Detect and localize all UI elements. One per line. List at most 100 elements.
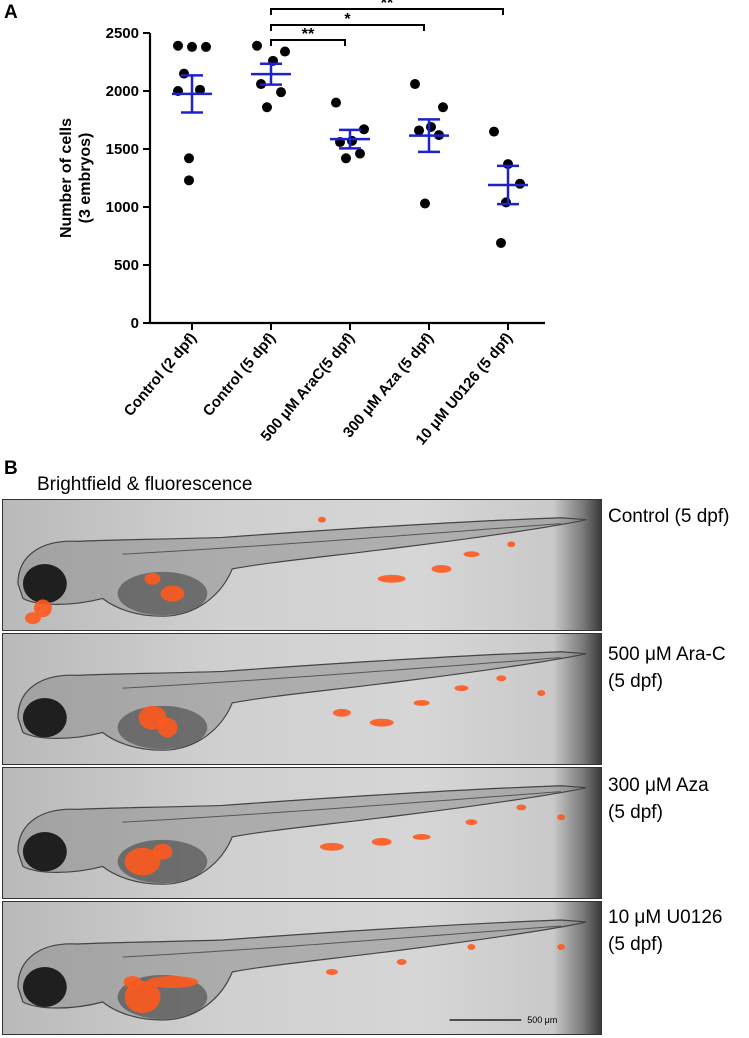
x-tick-label: Control (2 dpf) — [121, 330, 200, 420]
fluorescent-cell — [463, 551, 480, 558]
condition-label-line: Control (5 dpf) — [608, 506, 730, 527]
data-point — [410, 79, 420, 90]
fish-image-u0126: 500 μm — [2, 901, 602, 1035]
panel-a-label: A — [4, 2, 18, 23]
data-point — [341, 153, 351, 164]
fluorescent-cell — [454, 685, 469, 692]
fluorescent-cell — [431, 565, 452, 573]
data-point — [173, 40, 183, 51]
fluorescent-cell — [496, 675, 507, 682]
fluorescent-cell — [369, 718, 394, 727]
zebrafish-illustration — [17, 651, 587, 751]
data-point — [252, 40, 262, 51]
data-point — [187, 41, 197, 52]
fluorescent-cell — [317, 516, 326, 523]
fluorescent-cell — [557, 814, 566, 821]
fluorescent-cell — [24, 612, 41, 625]
data-point — [426, 121, 436, 132]
condition-label-line: (5 dpf) — [608, 934, 663, 955]
data-point — [201, 41, 211, 52]
y-tick-label: 500 — [114, 257, 139, 274]
fish-eye — [22, 698, 67, 738]
fluorescent-cell — [319, 842, 344, 851]
fluorescent-cell — [124, 847, 161, 876]
fluorescent-cell — [160, 585, 185, 602]
data-point — [501, 197, 511, 208]
fluorescent-cell — [537, 690, 546, 697]
fluorescent-cell — [413, 699, 430, 706]
fluorescent-cell — [123, 976, 142, 988]
data-point — [280, 46, 290, 57]
fish-eye — [22, 832, 67, 872]
fluorescent-cell — [467, 944, 476, 950]
significance-label: ** — [302, 26, 315, 43]
data-point — [347, 135, 357, 146]
fluorescent-cell — [144, 572, 161, 585]
data-point — [438, 102, 448, 113]
condition-label-line: 10 μM U0126 — [608, 907, 723, 928]
data-point — [496, 237, 506, 248]
fluorescent-cell — [516, 804, 527, 811]
y-tick-label: 2000 — [106, 83, 139, 100]
y-tick-label: 1000 — [106, 199, 139, 216]
condition-label-line: 300 μM Aza — [608, 775, 709, 796]
scatter-chart: 0 500 1000 1500 2000 2500 Number of cells (3 em… — [58, 0, 545, 448]
y-tick-label: 1500 — [106, 141, 139, 158]
fluorescent-cell — [507, 541, 516, 548]
x-tick-label: Control (5 dpf) — [200, 330, 279, 420]
data-point — [276, 87, 286, 98]
data-point — [420, 198, 430, 209]
data-point — [331, 97, 341, 108]
scale-bar-label: 500 μm — [527, 1015, 557, 1025]
zebrafish-illustration — [17, 516, 587, 625]
condition-label-line: 500 μM Ara-C — [608, 644, 726, 665]
fluorescent-cell — [325, 969, 338, 975]
fluorescent-cell — [377, 574, 406, 583]
condition-label-line: (5 dpf) — [608, 802, 663, 823]
fluorescent-cell — [124, 981, 161, 1013]
fish-body — [17, 785, 587, 885]
data-point — [179, 68, 189, 79]
y-axis-label: Number of cells (3 embryos) — [58, 118, 94, 238]
data-point — [359, 124, 369, 135]
fish-body — [17, 651, 587, 751]
fish-notochord — [122, 523, 562, 555]
fish-body — [17, 919, 587, 1021]
significance-label: ** — [381, 0, 394, 12]
condition-label-aza: 300 μM Aza (5 dpf) — [608, 772, 709, 826]
zebrafish-illustration — [17, 785, 587, 885]
fish-notochord — [122, 925, 562, 958]
fluorescent-cell — [33, 599, 52, 618]
data-point — [262, 102, 272, 113]
fluorescent-cell — [465, 819, 478, 826]
y-axis-label-line: Number of cells — [58, 118, 75, 238]
fish-notochord — [122, 791, 562, 823]
fluorescent-cell — [152, 843, 173, 860]
fluorescent-cell — [157, 717, 178, 738]
condition-label-arac: 500 μM Ara-C (5 dpf) — [608, 641, 726, 695]
panel-b-label: B — [4, 458, 18, 479]
significance-bracket — [270, 39, 346, 46]
y-tick-label: 2500 — [106, 25, 139, 42]
condition-label-u0126: 10 μM U0126 (5 dpf) — [608, 904, 722, 958]
fish-image-arac — [2, 633, 602, 765]
significance-bracket — [270, 24, 425, 31]
data-point — [489, 126, 499, 137]
fluorescent-cell — [146, 976, 199, 988]
condition-label-line: (5 dpf) — [608, 671, 663, 692]
significance-bracket — [270, 8, 504, 15]
significance-label: * — [344, 11, 351, 28]
fluorescent-cell — [412, 833, 431, 840]
fish-notochord — [122, 657, 562, 689]
fluorescent-cell — [371, 837, 392, 846]
fish-eye — [22, 564, 67, 604]
fluorescent-cell — [332, 708, 351, 717]
fluorescent-cell — [557, 944, 566, 950]
panel-b-title: Brightfield & fluorescence — [37, 474, 253, 495]
y-axis-label-line: (3 embryos) — [77, 133, 94, 224]
fish-eye — [22, 967, 67, 1007]
fish-image-control — [2, 499, 602, 631]
zebrafish-illustration: 500 μm — [17, 919, 587, 1025]
fish-body — [17, 517, 587, 617]
data-point — [184, 175, 194, 186]
